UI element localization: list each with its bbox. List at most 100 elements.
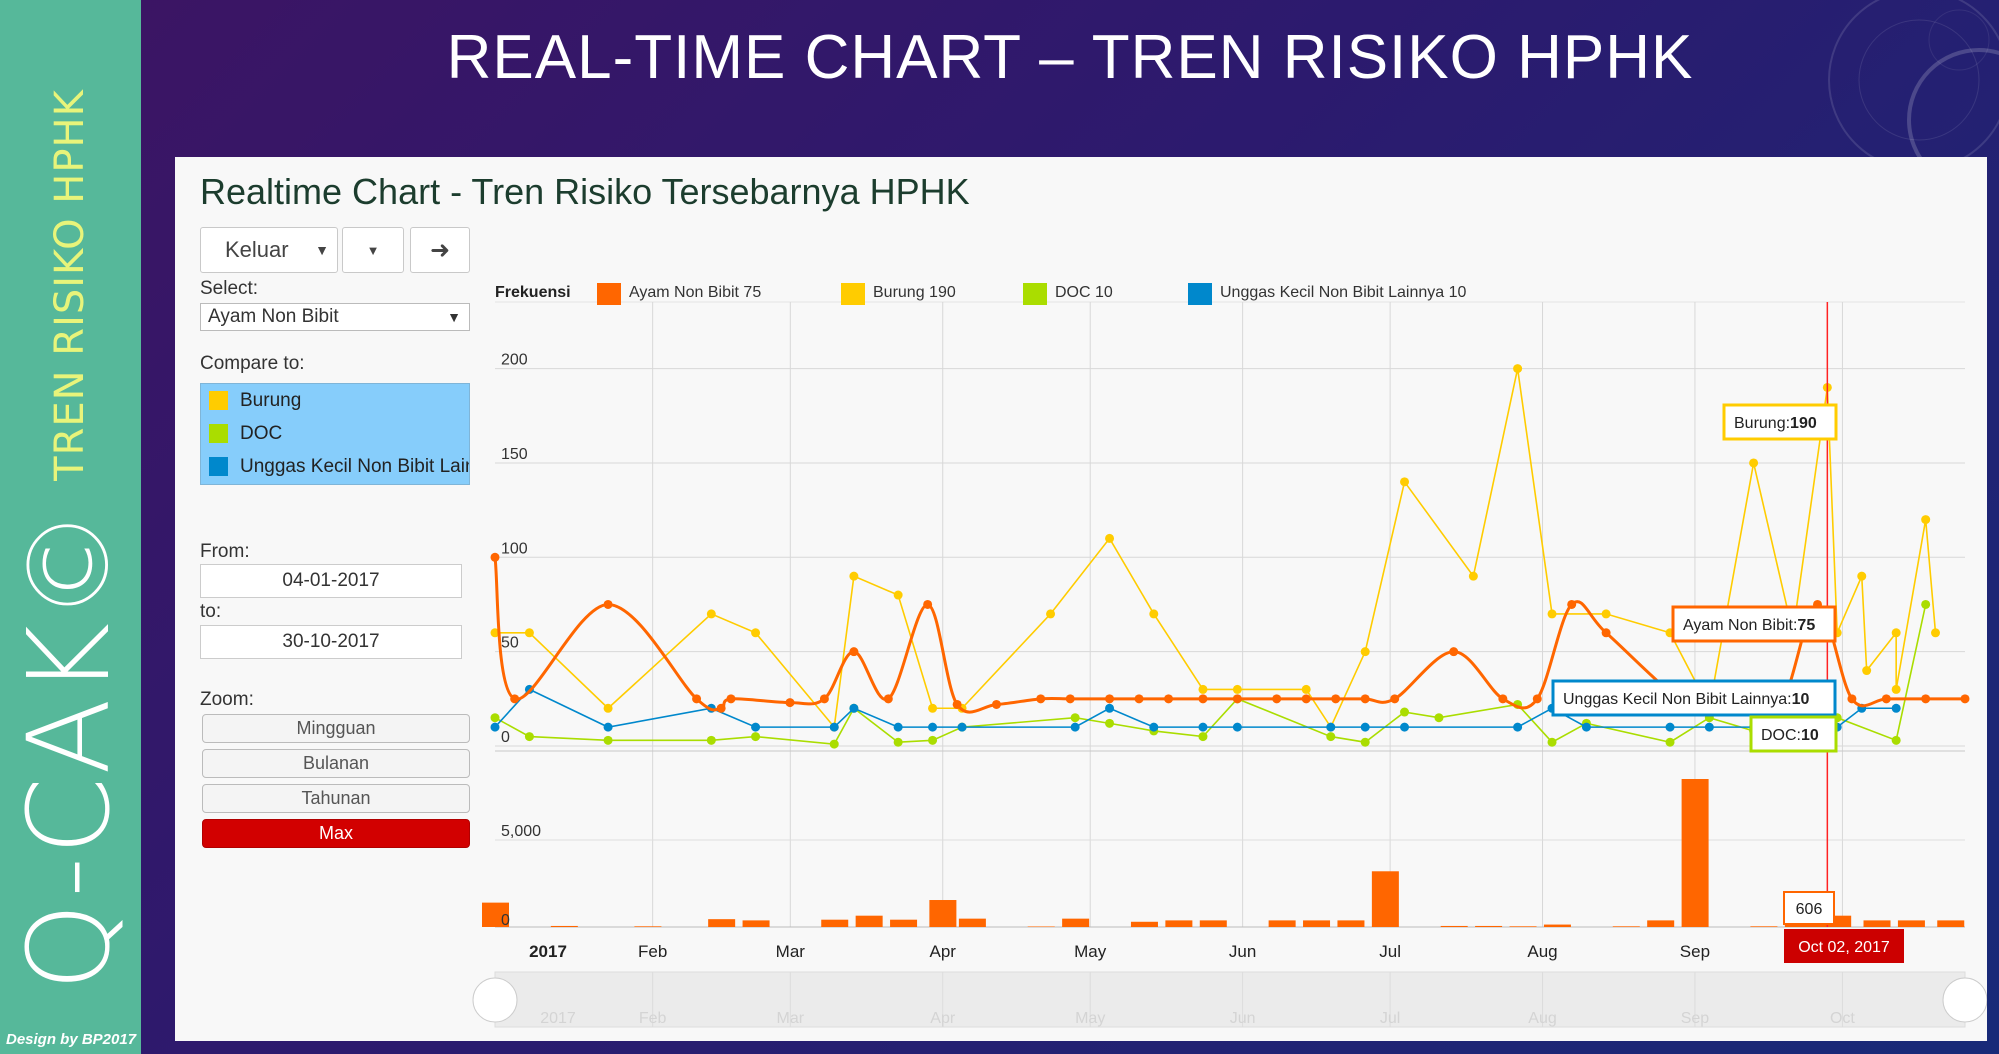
series-point [893, 590, 903, 600]
volume-bar [1371, 871, 1399, 927]
navigator-tick-label: Jul [1380, 1010, 1400, 1027]
tooltip-label: Ayam Non Bibit:75 [1683, 617, 1815, 634]
navigator-tick-label: Feb [639, 1010, 667, 1027]
slide-title: REAL-TIME CHART – TREN RISIKO HPHK [446, 23, 1694, 92]
series-point [829, 722, 839, 732]
series-point [1400, 722, 1410, 732]
volume-bar [855, 915, 883, 927]
x-tick-label: Aug [1527, 942, 1557, 961]
zoom-yearly-button[interactable]: Tahunan [202, 784, 470, 813]
navigator-tick-label: 2017 [540, 1010, 576, 1027]
series-point [1468, 571, 1478, 581]
to-date-input[interactable]: 30-10-2017 [200, 625, 462, 659]
series-point [706, 609, 716, 619]
series-point [991, 699, 1001, 709]
chart-panel: Realtime Chart - Tren Risiko Tersebarnya… [175, 157, 1987, 1041]
series-point [1046, 609, 1056, 619]
navigator-handle-left[interactable] [472, 977, 518, 1023]
series-point [1326, 722, 1336, 732]
navigator-tick-label: May [1075, 1010, 1105, 1027]
series-point [751, 722, 761, 732]
legend-label: DOC 10 [1055, 284, 1113, 301]
from-label: From: [200, 541, 250, 562]
compare-item-label: DOC [240, 422, 283, 444]
swatch-icon [209, 391, 228, 410]
from-date-input[interactable]: 04-01-2017 [200, 564, 462, 598]
series-point [1532, 694, 1542, 704]
series-point [1301, 684, 1311, 694]
volume-bar [634, 926, 662, 927]
volume-bar [708, 919, 736, 927]
zoom-weekly-button[interactable]: Mingguan [202, 714, 470, 743]
series-line [495, 368, 1937, 730]
navigator-tick-label: Apr [930, 1010, 956, 1027]
compare-item-burung[interactable]: Burung [201, 384, 469, 417]
tooltip-box [1749, 715, 1838, 753]
compare-label: Compare to: [200, 353, 305, 374]
series-point [1704, 722, 1714, 732]
date-flag-label: Oct 02, 2017 [1798, 939, 1890, 956]
y-axis-title: Frekuensi [495, 284, 571, 301]
caret-down-icon: ▼ [315, 242, 329, 258]
direction-select[interactable]: Keluar ▼ [200, 227, 338, 273]
navigator-handle-right[interactable] [1942, 977, 1987, 1023]
x-tick-label: Jul [1379, 942, 1401, 961]
secondary-dropdown[interactable]: ▼ [342, 227, 404, 273]
volume-bar [1863, 920, 1891, 927]
x-tick-label: Mar [776, 942, 806, 961]
volume-bar [482, 902, 509, 927]
swatch-icon [209, 424, 228, 443]
series-point [1360, 694, 1370, 704]
volume-bar [1303, 920, 1331, 927]
series-point [1400, 707, 1410, 717]
series-point [1360, 647, 1370, 657]
compare-list[interactable]: Burung DOC Unggas Kecil Non Bibit Lainny… [200, 383, 470, 485]
tooltip-label: DOC:10 [1761, 727, 1819, 744]
go-button[interactable]: ➜ [410, 227, 470, 273]
volume-bar [1440, 925, 1468, 927]
volume-bar [1824, 915, 1852, 927]
tooltip-label: Unggas Kecil Non Bibit Lainnya:10 [1563, 691, 1809, 708]
zoom-max-button[interactable]: Max [202, 819, 470, 848]
legend-label: Ayam Non Bibit 75 [629, 284, 761, 301]
compare-item-label: Unggas Kecil Non Bibit Lainnya [240, 455, 469, 477]
series-point [706, 735, 716, 745]
legend-label: Burung 190 [873, 284, 956, 301]
series-point [751, 732, 761, 742]
compare-item-unggas[interactable]: Unggas Kecil Non Bibit Lainnya [201, 450, 469, 483]
volume-bar [1750, 926, 1778, 927]
legend-swatch [841, 283, 865, 305]
series-point [1891, 703, 1901, 713]
volume-bar [550, 925, 578, 927]
series-point [1272, 694, 1282, 704]
series-point [1960, 694, 1970, 704]
series-point [1513, 722, 1523, 732]
volume-bar [890, 919, 918, 927]
volume-bar [1199, 920, 1227, 927]
series-point [1921, 694, 1931, 704]
zoom-monthly-button[interactable]: Bulanan [202, 749, 470, 778]
series-point [1198, 732, 1208, 742]
species-select-value: Ayam Non Bibit [208, 306, 339, 327]
series-point [1198, 694, 1208, 704]
volume-bar [1337, 920, 1365, 927]
series-point [1149, 722, 1159, 732]
series-point [726, 694, 736, 704]
navigator-tick-label: Sep [1681, 1010, 1710, 1027]
series-point [1232, 684, 1242, 694]
x-tick-label: Apr [929, 942, 956, 961]
series-point [716, 703, 726, 713]
series-point [829, 739, 839, 749]
volume-bar [1543, 924, 1571, 927]
legend-swatch [597, 283, 621, 305]
species-select[interactable]: Ayam Non Bibit ▼ [200, 303, 470, 331]
series-point [1400, 477, 1410, 487]
series-point [1581, 722, 1591, 732]
series-point [603, 722, 613, 732]
volume-bar [1027, 926, 1055, 927]
series-point [1360, 722, 1370, 732]
compare-item-doc[interactable]: DOC [201, 417, 469, 450]
tooltip-box [1551, 679, 1837, 717]
series-point [1881, 694, 1891, 704]
chart[interactable]: 200 150 100 50 0 2017 Feb Mar Apr May Jun Jul Aug Sep… [175, 157, 1987, 1041]
